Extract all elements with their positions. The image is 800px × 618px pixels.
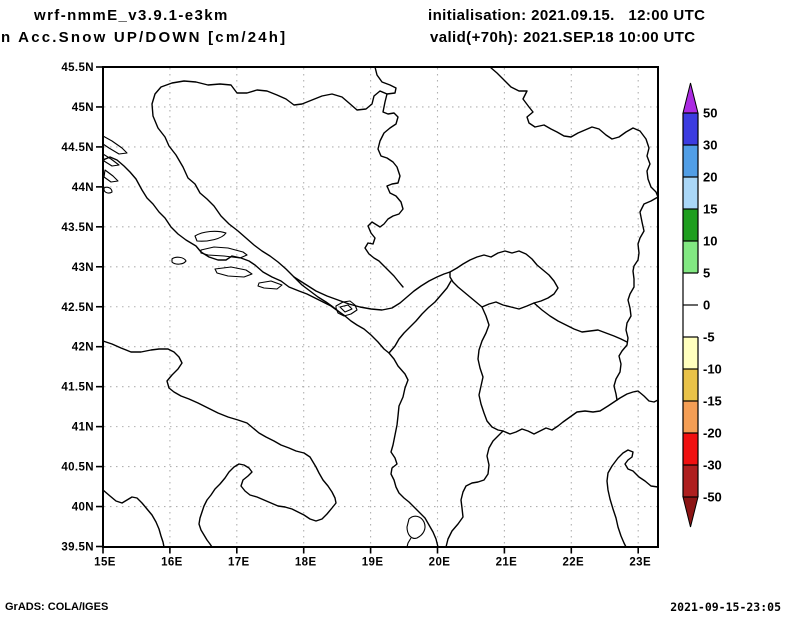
grads-weather-plot: wrf-nmmE_v3.9.1-e3km n Acc.Snow UP/DOWN … [0, 0, 800, 618]
colorbar-label: 10 [703, 234, 717, 249]
border-albania-greece [446, 431, 503, 547]
colorbar-segment [683, 369, 698, 401]
island-korcula-peljesac [215, 267, 252, 277]
island-vis [172, 257, 186, 264]
islands-zadar-archipelago [103, 136, 127, 193]
colorbar-label: 30 [703, 138, 717, 153]
x-tick-label: 19E [362, 557, 384, 569]
y-tick-label: 39.5N [61, 542, 94, 554]
colorbar-segment [683, 433, 698, 465]
colorbar-segment [683, 209, 698, 241]
border-macedonia-serbia [534, 303, 627, 342]
colorbar-label: 5 [703, 266, 710, 281]
border-albania-macedonia [478, 307, 503, 431]
island-mljet [258, 281, 282, 289]
colorbar-segment [683, 241, 698, 273]
x-tick-label: 23E [629, 557, 651, 569]
colorbar-label: 50 [703, 106, 717, 121]
border-croatia-bosnia [152, 67, 396, 311]
colorbar-label: -20 [703, 426, 722, 441]
y-tick-label: 41N [72, 422, 94, 434]
island-corfu [407, 516, 425, 547]
map-plot: 15E 16E 17E 18E 19E 20E 21E 22E 23E 39.5N 40N 40.5N… [0, 0, 800, 618]
x-tick-label: 18E [295, 557, 317, 569]
x-tick-label: 22E [562, 557, 584, 569]
colorbar-segment [683, 337, 698, 369]
x-tick-label: 17E [228, 557, 250, 569]
coastline-italy-adriatic [103, 341, 336, 547]
x-tick-label: 16E [161, 557, 183, 569]
coastline-italy-south [103, 490, 164, 547]
colorbar-over-arrow [683, 83, 698, 113]
border-greece-north [503, 391, 658, 434]
y-tick-label: 40.5N [61, 462, 94, 474]
colorbar-label: -5 [703, 330, 715, 345]
y-tick-label: 43.5N [61, 222, 94, 234]
colorbar-segment [683, 177, 698, 209]
border-montenegro-serbia [294, 272, 450, 310]
coastline-aegean [607, 450, 658, 547]
colorbar-segment [683, 305, 698, 337]
y-tick-label: 44.5N [61, 142, 94, 154]
colorbar-label: 20 [703, 170, 717, 185]
colorbar-label: -15 [703, 394, 722, 409]
colorbar-segment [683, 465, 698, 497]
y-tick-label: 43N [72, 262, 94, 274]
border-kosovo [450, 251, 558, 309]
colorbar-segment [683, 401, 698, 433]
y-tick-label: 42.5N [61, 302, 94, 314]
border-montenegro-albania [389, 281, 451, 353]
colorbar: 503020151050-5-10-15-20-30-50 [683, 83, 722, 527]
colorbar-label: -30 [703, 458, 722, 473]
colorbar-label: -10 [703, 362, 722, 377]
y-tick-label: 42N [72, 342, 94, 354]
colorbar-label: -50 [703, 490, 722, 505]
y-tick-label: 40N [72, 502, 94, 514]
y-tick-label: 45.5N [61, 62, 94, 74]
creation-timestamp: 2021-09-15-23:05 [670, 600, 781, 614]
x-tick-label: 21E [496, 557, 518, 569]
colorbar-segment [683, 145, 698, 177]
x-tick-label: 15E [94, 557, 116, 569]
y-tick-label: 45N [72, 102, 94, 114]
island-brac [195, 231, 226, 241]
colorbar-segment [683, 273, 698, 305]
colorbar-label: 15 [703, 202, 717, 217]
colorbar-label: 0 [703, 298, 710, 313]
colorbar-under-arrow [683, 497, 698, 527]
x-tick-label: 20E [429, 557, 451, 569]
coastline-adriatic-east [103, 157, 438, 547]
y-tick-label: 44N [72, 182, 94, 194]
border-serbia-romania-bulgaria [490, 67, 658, 400]
colorbar-segment [683, 113, 698, 145]
grads-stamp: GrADS: COLA/IGES [5, 601, 108, 613]
axes: 15E 16E 17E 18E 19E 20E 21E 22E 23E 39.5N 40N 40.5N… [61, 62, 651, 569]
y-tick-label: 41.5N [61, 382, 94, 394]
